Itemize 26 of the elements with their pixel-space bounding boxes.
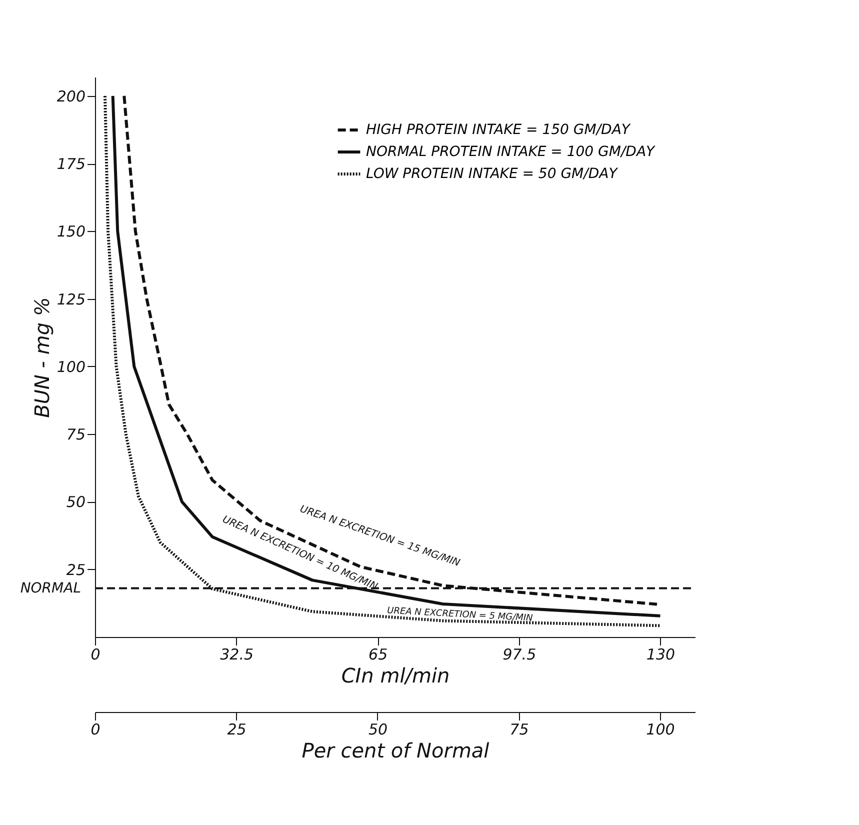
ref-line-label: NORMAL [20,580,81,596]
y-tick-label: 50 [66,493,86,512]
x-axis-title: CIn ml/min [341,664,450,688]
x-tick-label: 32.5 [220,646,254,664]
x-tick-label: 130 [646,646,676,664]
x2-tick-label: 100 [646,720,675,738]
y-tick-label: 200 [56,87,86,106]
legend-label: HIGH PROTEIN INTAKE = 150 GM/DAY [366,122,632,138]
y-tick-label: 75 [66,426,86,444]
x2-tick-label: 75 [510,720,529,738]
x-tick-label: 97.5 [502,646,536,664]
legend-label: LOW PROTEIN INTAKE = 50 GM/DAY [366,166,619,182]
x2-tick-label: 50 [368,720,388,738]
y-tick-label: 150 [56,222,86,241]
y-tick-label: 125 [56,290,86,308]
legend-label: NORMAL PROTEIN INTAKE = 100 GM/DAY [366,144,656,160]
annotation: UREA N EXCRETION = 5 MG/MIN [386,606,534,624]
x2-tick-label: 0 [90,720,100,738]
x-tick-label: 65 [368,646,388,664]
x2-tick-label: 25 [227,720,246,738]
y-tick-label: 25 [66,560,86,579]
y-axis-title: BUN - mg % [30,297,54,418]
x2-axis-title: Per cent of Normal [302,738,490,762]
y-tick-label: 100 [56,358,86,376]
y-tick-label: 175 [56,155,86,174]
x-tick-label: 0 [90,646,100,664]
